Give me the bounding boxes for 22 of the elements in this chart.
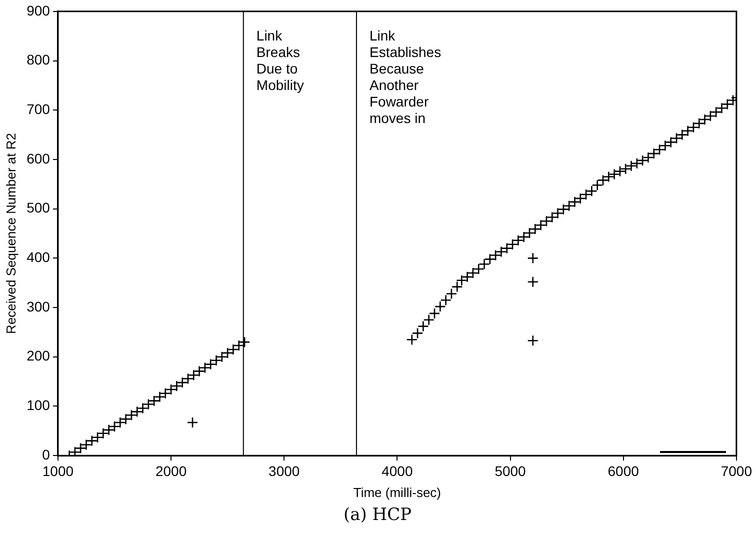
x-tick-label: 3000 (268, 462, 300, 479)
y-tick-label: 600 (26, 150, 50, 166)
ref-line-label: Link Breaks Due to Mobility (256, 27, 304, 93)
y-tick-label: 0 (42, 446, 50, 462)
y-tick-label: 800 (26, 52, 50, 68)
y-tick-label: 100 (26, 397, 50, 414)
x-axis-title: Time (milli-sec) (353, 484, 442, 500)
y-tick-label: 200 (26, 348, 50, 364)
text: (a) HCP (342, 505, 413, 525)
x-tick-label: 2000 (155, 462, 187, 479)
y-tick-label: 700 (26, 100, 50, 117)
x-tick-label: 5000 (494, 462, 526, 479)
x-tick-label: 4000 (382, 462, 413, 479)
ref-line-label: Link Establishes Because Another Fowarder moves in (369, 27, 442, 126)
x-tick-label: 7000 (720, 462, 752, 479)
y-axis-title: Received Sequence Number at R2 (3, 133, 18, 334)
x-tick-label: 6000 (608, 462, 640, 479)
y-tick-label: 400 (26, 249, 50, 266)
x-tick-label: 1000 (42, 462, 74, 479)
y-tick-label: 900 (26, 2, 50, 18)
y-tick-label: 500 (26, 200, 50, 216)
y-tick-label: 300 (26, 298, 50, 314)
